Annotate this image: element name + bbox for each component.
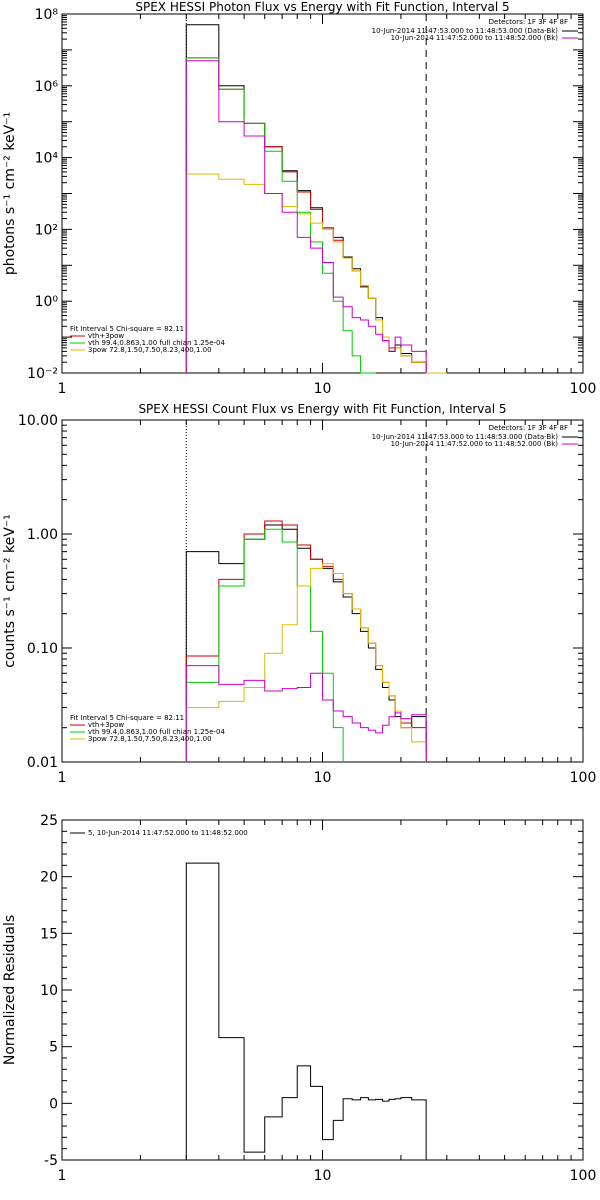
y-axis-label: counts s⁻¹ cm⁻² keV⁻¹ (2, 514, 18, 668)
photon-flux-panel: SPEX HESSI Photon Flux vs Energy with Fi… (2, 0, 596, 397)
y-tick-label: 25 (40, 813, 58, 829)
x-tick-label: 1 (58, 1168, 67, 1184)
y-tick-label: 10⁰ (35, 294, 59, 310)
count-flux-panel: SPEX HESSI Count Flux vs Energy with Fit… (2, 402, 596, 786)
legend-fit-label: vth 99.4,0.863,1.00 full chian 1.25e-04 (88, 339, 226, 347)
plot-frame (61, 13, 584, 374)
series-data-bk (185, 524, 427, 762)
y-tick-label: 10⁻² (27, 366, 58, 382)
series-vth-3pow (185, 57, 427, 373)
legend-top-label: 10-Jun-2014 11:47:52.000 to 11:48:52.000… (391, 440, 559, 448)
series-data-bk (185, 24, 427, 373)
y-axis-label: photons s⁻¹ cm⁻² keV⁻¹ (2, 112, 18, 275)
y-tick-label: 10.00 (18, 413, 58, 429)
y-tick-label: -5 (44, 1153, 58, 1169)
y-tick-label: 0.10 (27, 641, 58, 657)
legend-fit-label: vth+3pow (88, 332, 124, 340)
legend-fit-label: vth 99.4,0.863,1.00 full chian 1.25e-04 (88, 728, 226, 736)
y-tick-label: 1.00 (27, 527, 58, 543)
series-bk (185, 665, 427, 762)
plot-frame (61, 419, 584, 763)
x-tick-label: 10 (314, 381, 332, 397)
y-tick-label: 10² (35, 222, 58, 238)
y-axis-label: Normalized Residuals (2, 915, 18, 1065)
y-tick-label: 0.01 (27, 755, 58, 771)
legend-detectors: Detectors: 1F 3F 4F 8F (489, 18, 568, 26)
y-tick-label: 10⁸ (35, 7, 59, 23)
legend-fit-label: 3pow 72.8,1.50,7.50,8.23,400,1.00 (88, 735, 212, 743)
y-tick-label: 10⁴ (35, 151, 59, 167)
residuals-panel: 1 10 100 -5 0 5 10 15 20 25 Normalized Residuals 5,… (2, 813, 596, 1184)
x-tick-label: 10 (314, 770, 332, 786)
series-vth-3pow (185, 520, 427, 762)
y-tick-label: 5 (49, 1040, 58, 1056)
y-tick-label: 10 (40, 983, 58, 999)
y-tick-label: 15 (40, 926, 58, 942)
y-tick-label: 20 (40, 870, 58, 886)
x-tick-label: 100 (570, 381, 597, 397)
chart-title: SPEX HESSI Photon Flux vs Energy with Fi… (135, 0, 509, 14)
legend-fit-label: 3pow 72.8,1.50,7.50,8.23,400,1.00 (88, 346, 212, 354)
x-tick-label: 1 (58, 770, 67, 786)
x-tick-label: 10 (314, 1168, 332, 1184)
chart-title: SPEX HESSI Count Flux vs Energy with Fit… (138, 402, 506, 416)
legend-detectors: Detectors: 1F 3F 4F 8F (489, 424, 568, 432)
series-vth (185, 528, 344, 762)
y-tick-label: 0 (49, 1096, 58, 1112)
legend-top-label: 10-Jun-2014 11:47:52.000 to 11:48:52.000… (391, 34, 559, 42)
legend-fit-header: Fit Interval 5 Chi-square = 82.11 (70, 325, 184, 333)
x-tick-label: 100 (570, 1168, 597, 1184)
series-3pow (185, 173, 447, 374)
legend-top-label: 10-Jun-2014 11:47:53.000 to 11:48:53.000… (372, 433, 559, 441)
series-vth (185, 57, 376, 374)
x-tick-label: 100 (570, 770, 597, 786)
series-3pow (185, 563, 427, 762)
legend-label: 5, 10-Jun-2014 11:47:52.000 to 11:48:52.… (88, 829, 248, 837)
legend-top-label: 10-Jun-2014 11:47:53.000 to 11:48:53.000… (372, 27, 559, 35)
legend-fit-header: Fit Interval 5 Chi-square = 82.11 (70, 714, 184, 722)
y-tick-label: 10⁶ (35, 79, 59, 95)
legend-fit-label: vth+3pow (88, 721, 124, 729)
series-bk (185, 60, 427, 373)
series-residuals (185, 862, 427, 1160)
x-tick-label: 1 (58, 381, 67, 397)
